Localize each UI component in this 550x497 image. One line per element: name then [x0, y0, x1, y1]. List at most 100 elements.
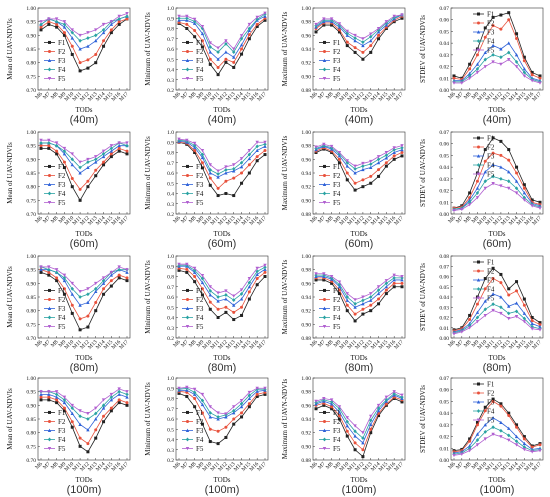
data-point-f5 [255, 15, 259, 20]
data-point-f1 [102, 292, 106, 296]
y-tick-label: 0.04 [439, 41, 449, 47]
legend-marker-f2 [186, 419, 189, 423]
x-tick-label: M7 [180, 461, 190, 471]
data-point-f1 [102, 420, 106, 424]
data-point-f1 [345, 434, 349, 438]
data-point-f5 [185, 385, 189, 390]
data-point-f2 [468, 439, 472, 443]
x-tick-label: M13 [87, 461, 99, 473]
legend-marker-f3 [185, 306, 190, 310]
data-point-f2 [70, 44, 74, 48]
data-point-f1 [70, 52, 74, 56]
y-tick-label: 0.95 [26, 390, 36, 396]
data-point-f2 [475, 302, 479, 306]
data-point-f3 [239, 297, 244, 301]
data-point-f3 [507, 426, 511, 430]
series-line-f3 [315, 145, 403, 174]
legend-label-f5: F5 [487, 295, 495, 303]
data-point-f1 [491, 15, 495, 19]
data-point-f5 [538, 206, 542, 210]
x-tick-label: M17 [531, 215, 543, 227]
data-point-f1 [62, 166, 66, 170]
data-point-f4 [62, 397, 67, 402]
data-point-f5 [39, 20, 43, 24]
data-point-f1 [530, 198, 534, 202]
series-line-f1 [453, 137, 541, 209]
series-line-f4 [316, 274, 402, 305]
data-point-f1 [232, 422, 236, 426]
series-line-f2 [40, 269, 128, 320]
data-point-f1 [232, 194, 236, 198]
legend-marker-f1 [477, 136, 480, 140]
data-point-f4 [507, 433, 511, 438]
data-point-f5 [39, 390, 43, 394]
panel-r3-c2: 0.20.30.40.50.60.70.80.91.0M6M7M8M9M10M1… [144, 254, 269, 374]
legend-marker-f2 [323, 297, 326, 301]
series-line-f2 [315, 396, 403, 451]
data-point-f3 [353, 171, 357, 175]
y-tick-label: 1.0 [167, 376, 174, 382]
legend-label-f5: F5 [487, 417, 495, 425]
data-point-f5 [200, 148, 205, 153]
data-point-f2 [369, 44, 373, 48]
x-tick-label: M8 [188, 91, 198, 101]
data-point-f2 [240, 305, 244, 309]
data-point-f2 [232, 60, 236, 64]
y-tick-label: 0.98 [301, 268, 311, 274]
data-point-f3 [109, 273, 114, 277]
legend-marker-f3 [322, 182, 327, 186]
data-point-f4 [232, 167, 236, 171]
x-tick-label: M10 [477, 339, 489, 351]
data-point-f4 [101, 27, 106, 32]
data-point-f5 [62, 146, 67, 151]
data-point-f3 [216, 299, 220, 303]
data-point-f3 [109, 149, 114, 153]
data-point-f3 [62, 400, 67, 405]
legend-label-f1: F1 [487, 381, 495, 389]
data-point-f1 [452, 74, 456, 78]
data-point-f1 [468, 62, 472, 66]
data-point-f2 [345, 40, 349, 44]
legend-marker-f3 [476, 154, 481, 158]
x-tick-label: M14 [508, 461, 520, 473]
data-point-f1 [515, 423, 519, 427]
legend-label-f1: F1 [58, 163, 66, 171]
x-tick-label: M13 [87, 91, 99, 103]
data-point-f4 [499, 55, 503, 60]
data-point-f5 [109, 392, 114, 397]
plot-frame [175, 377, 269, 461]
data-point-f1 [314, 278, 318, 282]
data-point-f3 [224, 50, 228, 54]
data-point-f5 [54, 141, 59, 145]
data-point-f1 [177, 268, 181, 272]
data-point-f2 [62, 287, 66, 291]
legend-label-f4: F4 [333, 66, 341, 74]
legend-marker-f1 [48, 40, 51, 44]
x-tick-label: M9 [471, 339, 481, 349]
data-point-f1 [468, 437, 472, 441]
y-tick-label: 0.92 [301, 431, 311, 437]
data-point-f3 [101, 30, 106, 35]
data-point-f1 [109, 155, 113, 159]
data-point-f4 [507, 311, 511, 316]
y-tick-label: 0.88 [301, 336, 311, 342]
series-line-f3 [179, 15, 266, 60]
data-point-f5 [247, 148, 252, 153]
data-point-f5 [109, 144, 114, 148]
data-point-f2 [468, 67, 472, 71]
y-tick-label: 0.02 [439, 316, 449, 322]
x-tick-label: M7 [317, 215, 327, 225]
data-point-f4 [522, 70, 527, 75]
data-point-f2 [400, 281, 404, 285]
x-tick-label: M9 [333, 215, 343, 225]
x-tick-label: M17 [256, 339, 268, 351]
data-point-f5 [483, 313, 487, 318]
data-point-f3 [361, 43, 365, 48]
y-tick-label: 0.3 [167, 202, 174, 208]
data-point-f1 [208, 183, 212, 187]
panel-subtitle: (60m) [208, 238, 237, 250]
data-point-f4 [86, 36, 90, 40]
legend-marker-f2 [477, 145, 480, 149]
data-point-f1 [208, 62, 212, 66]
